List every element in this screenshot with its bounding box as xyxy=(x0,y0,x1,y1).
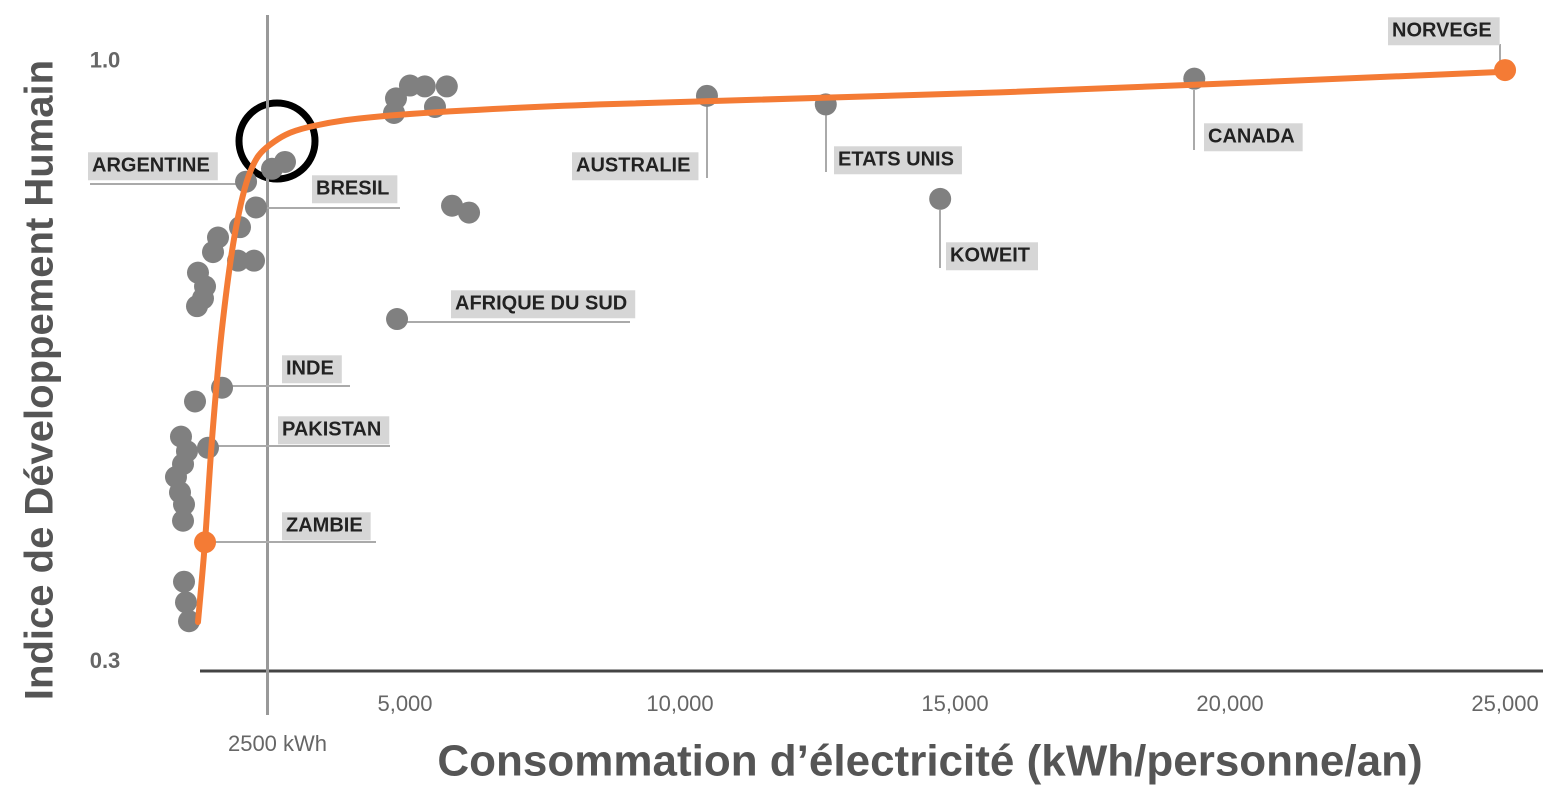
point-label: ETATS UNIS xyxy=(838,148,954,170)
data-point xyxy=(929,187,952,210)
label-box xyxy=(278,416,390,445)
data-point xyxy=(185,295,208,318)
x-tick-label: 25,000 xyxy=(1471,691,1538,716)
point-label: KOWEIT xyxy=(950,244,1030,266)
point-label: AUSTRALIE xyxy=(576,154,690,176)
data-point xyxy=(435,75,458,98)
highlight-circle xyxy=(235,99,319,183)
label-box xyxy=(572,152,699,181)
data-point xyxy=(194,531,217,554)
point-label: CANADA xyxy=(1208,125,1295,147)
data-point xyxy=(201,241,224,264)
data-point xyxy=(386,308,409,331)
point-label: BRESIL xyxy=(316,177,389,199)
fit-curve xyxy=(194,68,1509,626)
label-box xyxy=(88,152,218,181)
label-box xyxy=(834,146,962,175)
data-point xyxy=(243,249,266,272)
data-point xyxy=(172,509,195,532)
data-point xyxy=(261,157,284,180)
label-box xyxy=(1204,123,1303,152)
x-tick-label: 10,000 xyxy=(646,691,713,716)
x-axis-title: Consommation d’électricité (kWh/personne… xyxy=(437,737,1422,786)
y-tick-label: 1.0 xyxy=(90,47,121,72)
reference-label: 2500 kWh xyxy=(228,731,327,756)
label-box xyxy=(282,355,342,384)
label-box xyxy=(946,242,1038,271)
data-point xyxy=(244,196,267,219)
point-label: ZAMBIE xyxy=(286,514,363,536)
data-point xyxy=(441,194,464,217)
point-label: AFRIQUE DU SUD xyxy=(455,292,627,314)
point-label: PAKISTAN xyxy=(282,418,381,440)
label-box xyxy=(282,512,371,541)
x-tick-label: 5,000 xyxy=(377,691,432,716)
x-tick-label: 15,000 xyxy=(921,691,988,716)
data-point xyxy=(413,75,436,98)
label-box xyxy=(312,175,398,204)
label-box xyxy=(451,290,636,319)
data-point xyxy=(458,201,481,224)
point-label: ARGENTINE xyxy=(92,154,210,176)
data-point xyxy=(1494,59,1517,82)
data-point xyxy=(184,390,207,413)
data-point xyxy=(173,493,196,516)
label-box xyxy=(1388,17,1500,46)
x-tick-label: 20,000 xyxy=(1196,691,1263,716)
data-point xyxy=(173,570,196,593)
data-point xyxy=(178,610,201,633)
data-point xyxy=(174,591,197,614)
y-tick-label: 0.3 xyxy=(90,648,121,673)
point-label: INDE xyxy=(286,357,334,379)
point-label: NORVEGE xyxy=(1392,19,1492,41)
y-axis-title: Indice de Développement Humain xyxy=(18,60,62,700)
